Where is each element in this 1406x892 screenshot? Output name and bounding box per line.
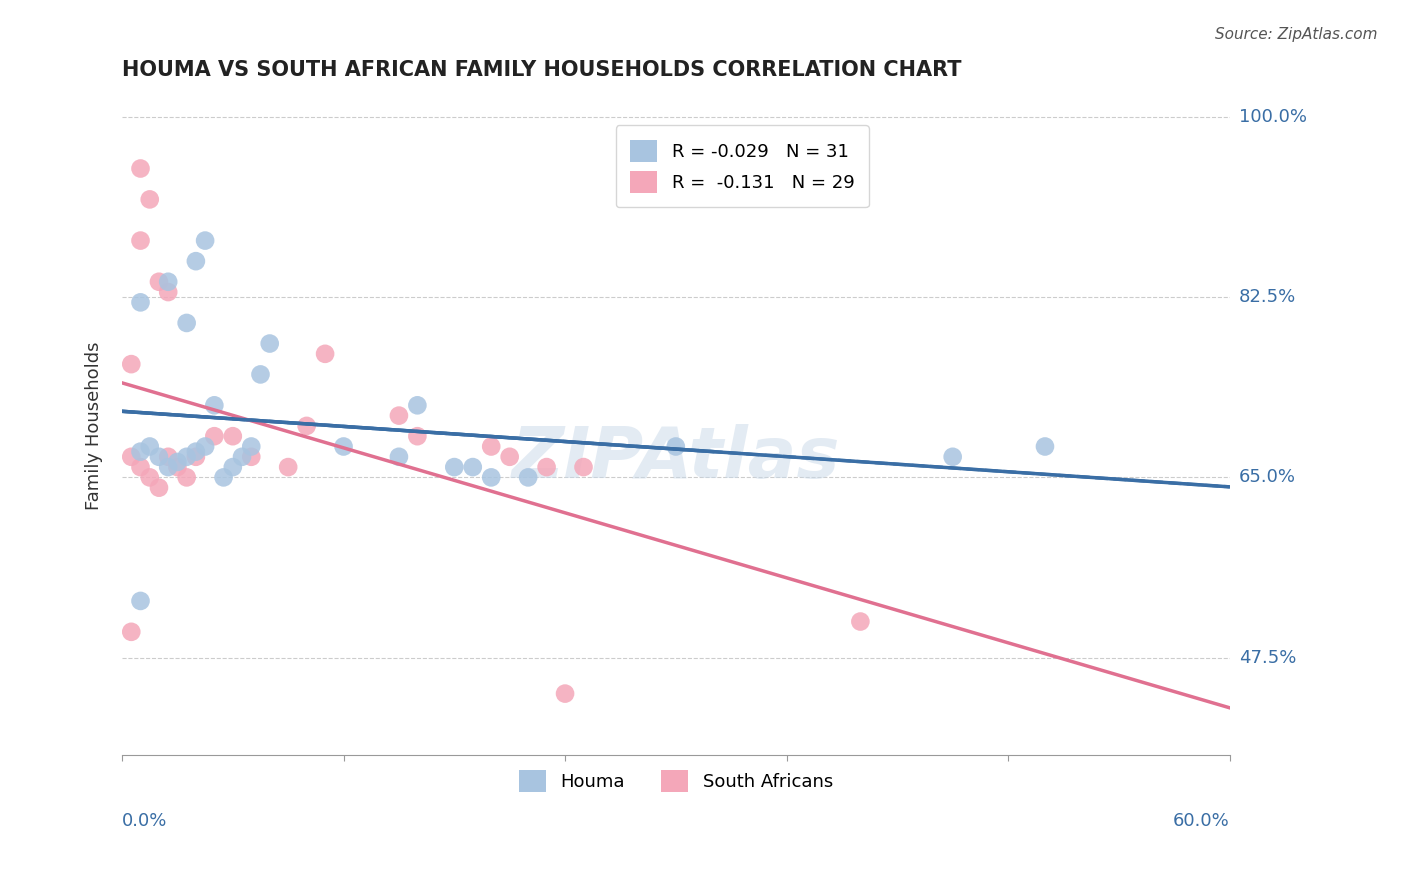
Point [388, 409, 411, 423]
Point [1033, 440, 1056, 454]
Point [129, 444, 152, 458]
Point [157, 450, 180, 464]
Point [176, 470, 198, 484]
Point [138, 440, 160, 454]
Point [240, 440, 263, 454]
Text: Source: ZipAtlas.com: Source: ZipAtlas.com [1215, 27, 1378, 42]
Point [849, 615, 872, 629]
Point [479, 470, 502, 484]
Text: HOUMA VS SOUTH AFRICAN FAMILY HOUSEHOLDS CORRELATION CHART: HOUMA VS SOUTH AFRICAN FAMILY HOUSEHOLDS… [122, 60, 962, 79]
Point [166, 460, 188, 475]
Point [479, 440, 502, 454]
Point [231, 450, 253, 464]
Point [148, 450, 170, 464]
Point [277, 460, 299, 475]
Point [129, 594, 152, 608]
Point [138, 470, 160, 484]
Point [554, 687, 576, 701]
Text: 60.0%: 60.0% [1173, 812, 1230, 830]
Point [157, 275, 180, 289]
Point [406, 398, 429, 412]
Point [194, 234, 217, 248]
Point [240, 450, 263, 464]
Point [120, 357, 142, 371]
Point [148, 481, 170, 495]
Point [129, 460, 152, 475]
Text: ZIPAtlas: ZIPAtlas [512, 425, 839, 493]
Point [202, 429, 225, 443]
Y-axis label: Family Households: Family Households [86, 342, 103, 510]
Point [184, 444, 207, 458]
Point [249, 368, 271, 382]
Point [184, 450, 207, 464]
Point [194, 440, 217, 454]
Point [166, 455, 188, 469]
Point [120, 624, 142, 639]
Point [176, 316, 198, 330]
Point [517, 470, 540, 484]
Point [138, 193, 160, 207]
Point [157, 460, 180, 475]
Point [184, 254, 207, 268]
Point [942, 450, 965, 464]
Point [259, 336, 281, 351]
Point [120, 450, 142, 464]
Point [536, 460, 558, 475]
Point [461, 460, 484, 475]
Point [665, 440, 688, 454]
Point [212, 470, 235, 484]
Legend: Houma, South Africans: Houma, South Africans [512, 763, 839, 799]
Text: 65.0%: 65.0% [1239, 468, 1296, 486]
Point [499, 450, 522, 464]
Point [332, 440, 354, 454]
Point [129, 161, 152, 176]
Point [129, 295, 152, 310]
Point [176, 450, 198, 464]
Point [222, 429, 245, 443]
Text: 0.0%: 0.0% [122, 812, 167, 830]
Point [222, 460, 245, 475]
Point [572, 460, 595, 475]
Text: 100.0%: 100.0% [1239, 108, 1306, 126]
Point [129, 234, 152, 248]
Point [388, 450, 411, 464]
Text: 82.5%: 82.5% [1239, 288, 1296, 306]
Point [295, 418, 318, 433]
Point [314, 347, 336, 361]
Point [443, 460, 465, 475]
Point [406, 429, 429, 443]
Point [148, 275, 170, 289]
Point [157, 285, 180, 299]
Text: 47.5%: 47.5% [1239, 648, 1296, 666]
Point [202, 398, 225, 412]
